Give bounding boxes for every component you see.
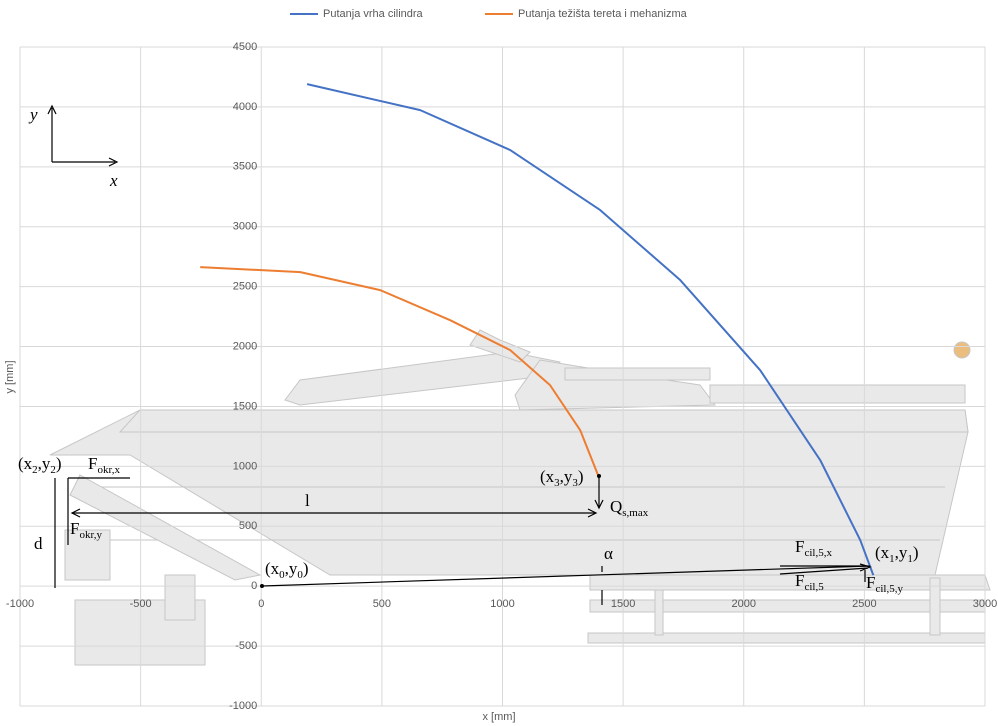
annotation-text: ,y xyxy=(895,543,908,562)
annotation-text: ) xyxy=(303,559,309,578)
annotation: (x2,y2) xyxy=(18,454,62,476)
annotation-subscript: s,max xyxy=(622,507,648,519)
grid xyxy=(19,46,986,707)
annotation-arrows xyxy=(47,104,872,605)
annotation-text: (x xyxy=(875,543,890,562)
annotation-text: (x xyxy=(265,559,280,578)
annotation-text: x xyxy=(109,171,118,190)
annotation-text: y xyxy=(28,105,38,124)
annotation-subscript: 0 xyxy=(279,569,285,581)
y-tick-label: -500 xyxy=(235,640,257,652)
y-axis-label: y [mm] xyxy=(4,361,16,394)
series-line xyxy=(306,83,875,576)
lines xyxy=(200,83,875,576)
annotation-text: ,y xyxy=(38,454,51,473)
legend-label: Putanja vrha cilindra xyxy=(323,8,424,20)
annotation-subscript: 0 xyxy=(297,569,303,581)
annotation-subscript: cil,5 xyxy=(804,581,824,593)
annotation-text: d xyxy=(34,534,43,553)
x-tick-label: -500 xyxy=(130,598,152,610)
x-tick-label: 2000 xyxy=(732,598,756,610)
point-marker xyxy=(597,474,601,478)
annotation: l xyxy=(305,491,310,510)
annotation-text: ) xyxy=(578,467,584,486)
annotation-text: ) xyxy=(56,454,62,473)
annotation-subscript: 1 xyxy=(889,553,895,565)
annotation: x xyxy=(109,171,118,190)
annotation: Fcil,5,x xyxy=(795,537,832,559)
annotation-subscript: 3 xyxy=(572,477,578,489)
annotation: Fokr,y xyxy=(70,519,102,541)
x-tick-label: 500 xyxy=(373,598,391,610)
annotation: y xyxy=(28,105,38,124)
y-tick-label: 0 xyxy=(251,580,257,592)
x-tick-label: 3000 xyxy=(973,598,997,610)
annotation-subscript: 2 xyxy=(50,464,56,476)
annotation-text: F xyxy=(866,573,875,592)
x-tick-label: 0 xyxy=(258,598,264,610)
x-tick-label: 1000 xyxy=(490,598,514,610)
annotation: Fcil,5 xyxy=(795,571,824,593)
y-tick-label: 500 xyxy=(239,520,257,532)
y-tick-label: 3500 xyxy=(233,161,257,173)
annotation-text: ) xyxy=(913,543,919,562)
y-tick-label: 2000 xyxy=(233,340,257,352)
annotation: Qs,max xyxy=(610,497,649,519)
annotation: d xyxy=(34,534,43,553)
x-axis-label: x [mm] xyxy=(483,711,516,723)
x-tick-label: -1000 xyxy=(6,598,34,610)
annotations: (x2,y2) Fokr,xFokr,ydl(x3,y3)Qs,maxα(x0,y… xyxy=(18,105,919,595)
legend-label: Putanja težišta tereta i mehanizma xyxy=(518,8,688,20)
annotation-text: F xyxy=(70,519,79,538)
y-tick-label: 1000 xyxy=(233,460,257,472)
y-tick-label: 3000 xyxy=(233,221,257,233)
annotation: Fcil,5,y xyxy=(866,573,903,595)
y-tick-label: 1500 xyxy=(233,400,257,412)
annotation-text: F xyxy=(795,537,804,556)
annotation-subscript: okr,y xyxy=(79,529,102,541)
point-marker xyxy=(260,584,264,588)
y-tick-label: 4000 xyxy=(233,101,257,113)
annotation: (x3,y3) xyxy=(540,467,584,489)
annotation-subscript: cil,5,y xyxy=(875,583,903,595)
x-tick-label: 2500 xyxy=(852,598,876,610)
y-tick-label: 4500 xyxy=(233,41,257,53)
annotation-text: (x xyxy=(18,454,33,473)
series-line xyxy=(200,266,601,479)
annotation-text: (x xyxy=(540,467,555,486)
annotation-text: F xyxy=(795,571,804,590)
annotation-text: α xyxy=(604,544,613,563)
annotation-text: l xyxy=(305,491,310,510)
annotation-subscript: okr,x xyxy=(97,464,120,476)
y-tick-label: -1000 xyxy=(229,700,257,712)
annotation: (x1,y1) xyxy=(875,543,919,565)
annotation-text: ,y xyxy=(285,559,298,578)
y-tick-label: 2500 xyxy=(233,281,257,293)
annotation-text: Q xyxy=(610,497,622,516)
x-tick-label: 1500 xyxy=(611,598,635,610)
annotation-subscript: 3 xyxy=(554,477,560,489)
annotation-subscript: cil,5,x xyxy=(804,547,832,559)
annotation-subscript: 2 xyxy=(32,464,38,476)
machine-drawing xyxy=(49,329,991,666)
annotation: α xyxy=(604,544,613,563)
annotation: Fokr,x xyxy=(88,454,120,476)
annotation-text: F xyxy=(88,454,97,473)
annotation-subscript: 1 xyxy=(907,553,913,565)
annotation: (x0,y0) xyxy=(265,559,309,581)
annotation-text: ,y xyxy=(560,467,573,486)
